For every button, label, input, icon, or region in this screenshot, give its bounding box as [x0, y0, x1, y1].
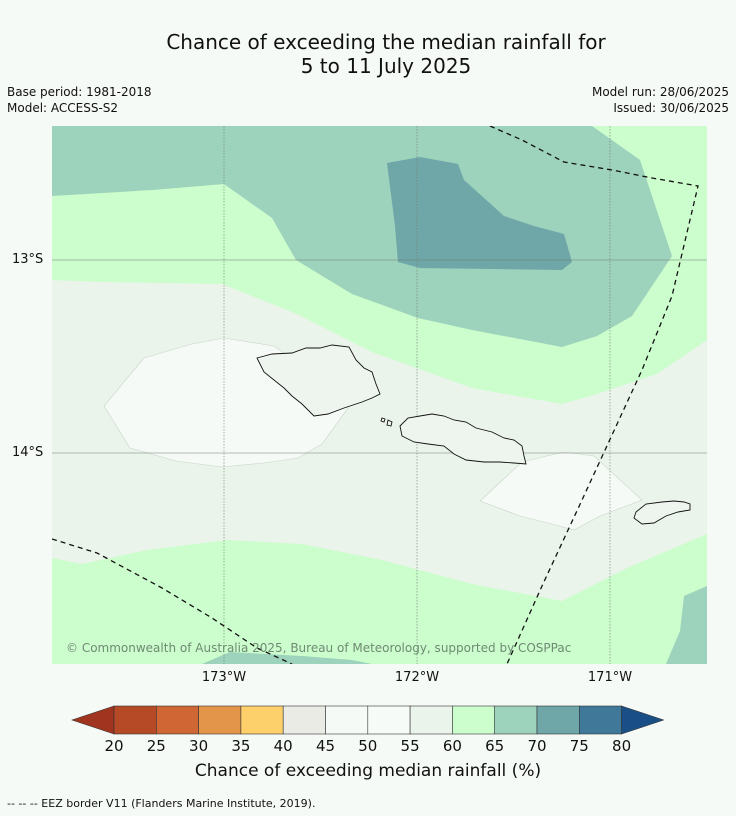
islands	[256, 344, 691, 525]
lon-label-172w: 172°W	[394, 670, 440, 685]
colorbar-tick-55: 55	[400, 737, 420, 755]
colorbar-tick-35: 35	[231, 737, 251, 755]
eez-border	[52, 126, 699, 664]
upolu-island	[399, 413, 527, 465]
colorbar-segment-20-25	[113, 705, 157, 735]
colorbar-segment-70-75	[536, 705, 580, 735]
colorbar-segment-35-40	[240, 705, 284, 735]
title-line-1: Chance of exceeding the median rainfall …	[166, 30, 606, 54]
colorbar-segment-25-30	[156, 705, 199, 735]
colorbar-segment-75-80	[578, 705, 622, 735]
meta-left: Base period: 1981-2018 Model: ACCESS-S2	[7, 84, 152, 116]
manono-island	[386, 419, 393, 427]
model-run: Model run: 28/06/2025	[591, 85, 729, 99]
eez-border-southwest	[52, 538, 293, 664]
lat-label-14s: 14°S	[12, 445, 44, 460]
footnote: -- -- -- EEZ border V11 (Flanders Marine…	[7, 797, 316, 810]
savaii-island	[256, 344, 381, 417]
colorbar-arrow-low	[71, 705, 115, 735]
base-period: Base period: 1981-2018	[7, 85, 152, 99]
map-panel	[52, 126, 707, 664]
colorbar-tick-75: 75	[569, 737, 589, 755]
tutuila-island	[633, 500, 691, 525]
band-65-70-north	[52, 126, 672, 347]
graticule	[223, 126, 611, 664]
colorbar-segment-30-35	[198, 705, 242, 735]
colorbar-segment-40-45	[282, 705, 326, 735]
band-65-70-southeast	[666, 586, 707, 664]
parallels	[52, 259, 707, 454]
colorbar-tick-50: 50	[358, 737, 378, 755]
colorbar-tick-60: 60	[442, 737, 462, 755]
colorbar	[70, 702, 666, 738]
colorbar-tick-30: 30	[189, 737, 209, 755]
band-50-55-east	[479, 451, 643, 531]
colorbar-segment-60-65	[452, 705, 495, 735]
colorbar-tick-40: 40	[273, 737, 293, 755]
map-svg	[52, 126, 707, 664]
colorbar-segment-45-50	[325, 705, 369, 735]
colorbar-tick-25: 25	[146, 737, 166, 755]
colorbar-tick-45: 45	[315, 737, 336, 755]
colorbar-arrow-high	[621, 705, 665, 735]
apolima-island	[380, 417, 386, 423]
colorbar-title: Chance of exceeding median rainfall (%)	[194, 761, 542, 781]
title-line-2: 5 to 11 July 2025	[300, 54, 472, 78]
eez-border-east	[489, 126, 699, 664]
colorbar-segment-50-55	[367, 705, 411, 735]
colorbar-tick-70: 70	[527, 737, 547, 755]
map-title: Chance of exceeding the median rainfall …	[0, 30, 736, 78]
colorbar-tick-80: 80	[612, 737, 632, 755]
issued-date: Issued: 30/06/2025	[613, 101, 729, 115]
band-60-65-south	[52, 534, 707, 664]
colorbar-segment-55-60	[409, 705, 453, 735]
model-name: Model: ACCESS-S2	[7, 101, 119, 115]
lat-label-13s: 13°S	[12, 252, 44, 267]
lon-label-173w: 173°W	[201, 670, 247, 685]
colorbar-tick-20: 20	[104, 737, 124, 755]
copyright-text: © Commonwealth of Australia 2025, Bureau…	[66, 641, 572, 655]
colorbar-segment-65-70	[494, 705, 538, 735]
colorbar-tick-65: 65	[485, 737, 505, 755]
lon-label-171w: 171°W	[587, 670, 633, 685]
colorbar-svg	[71, 705, 665, 735]
meta-right: Model run: 28/06/2025 Issued: 30/06/2025	[592, 84, 729, 116]
band-70-75	[387, 157, 572, 270]
band-65-70-bottom	[202, 652, 372, 664]
